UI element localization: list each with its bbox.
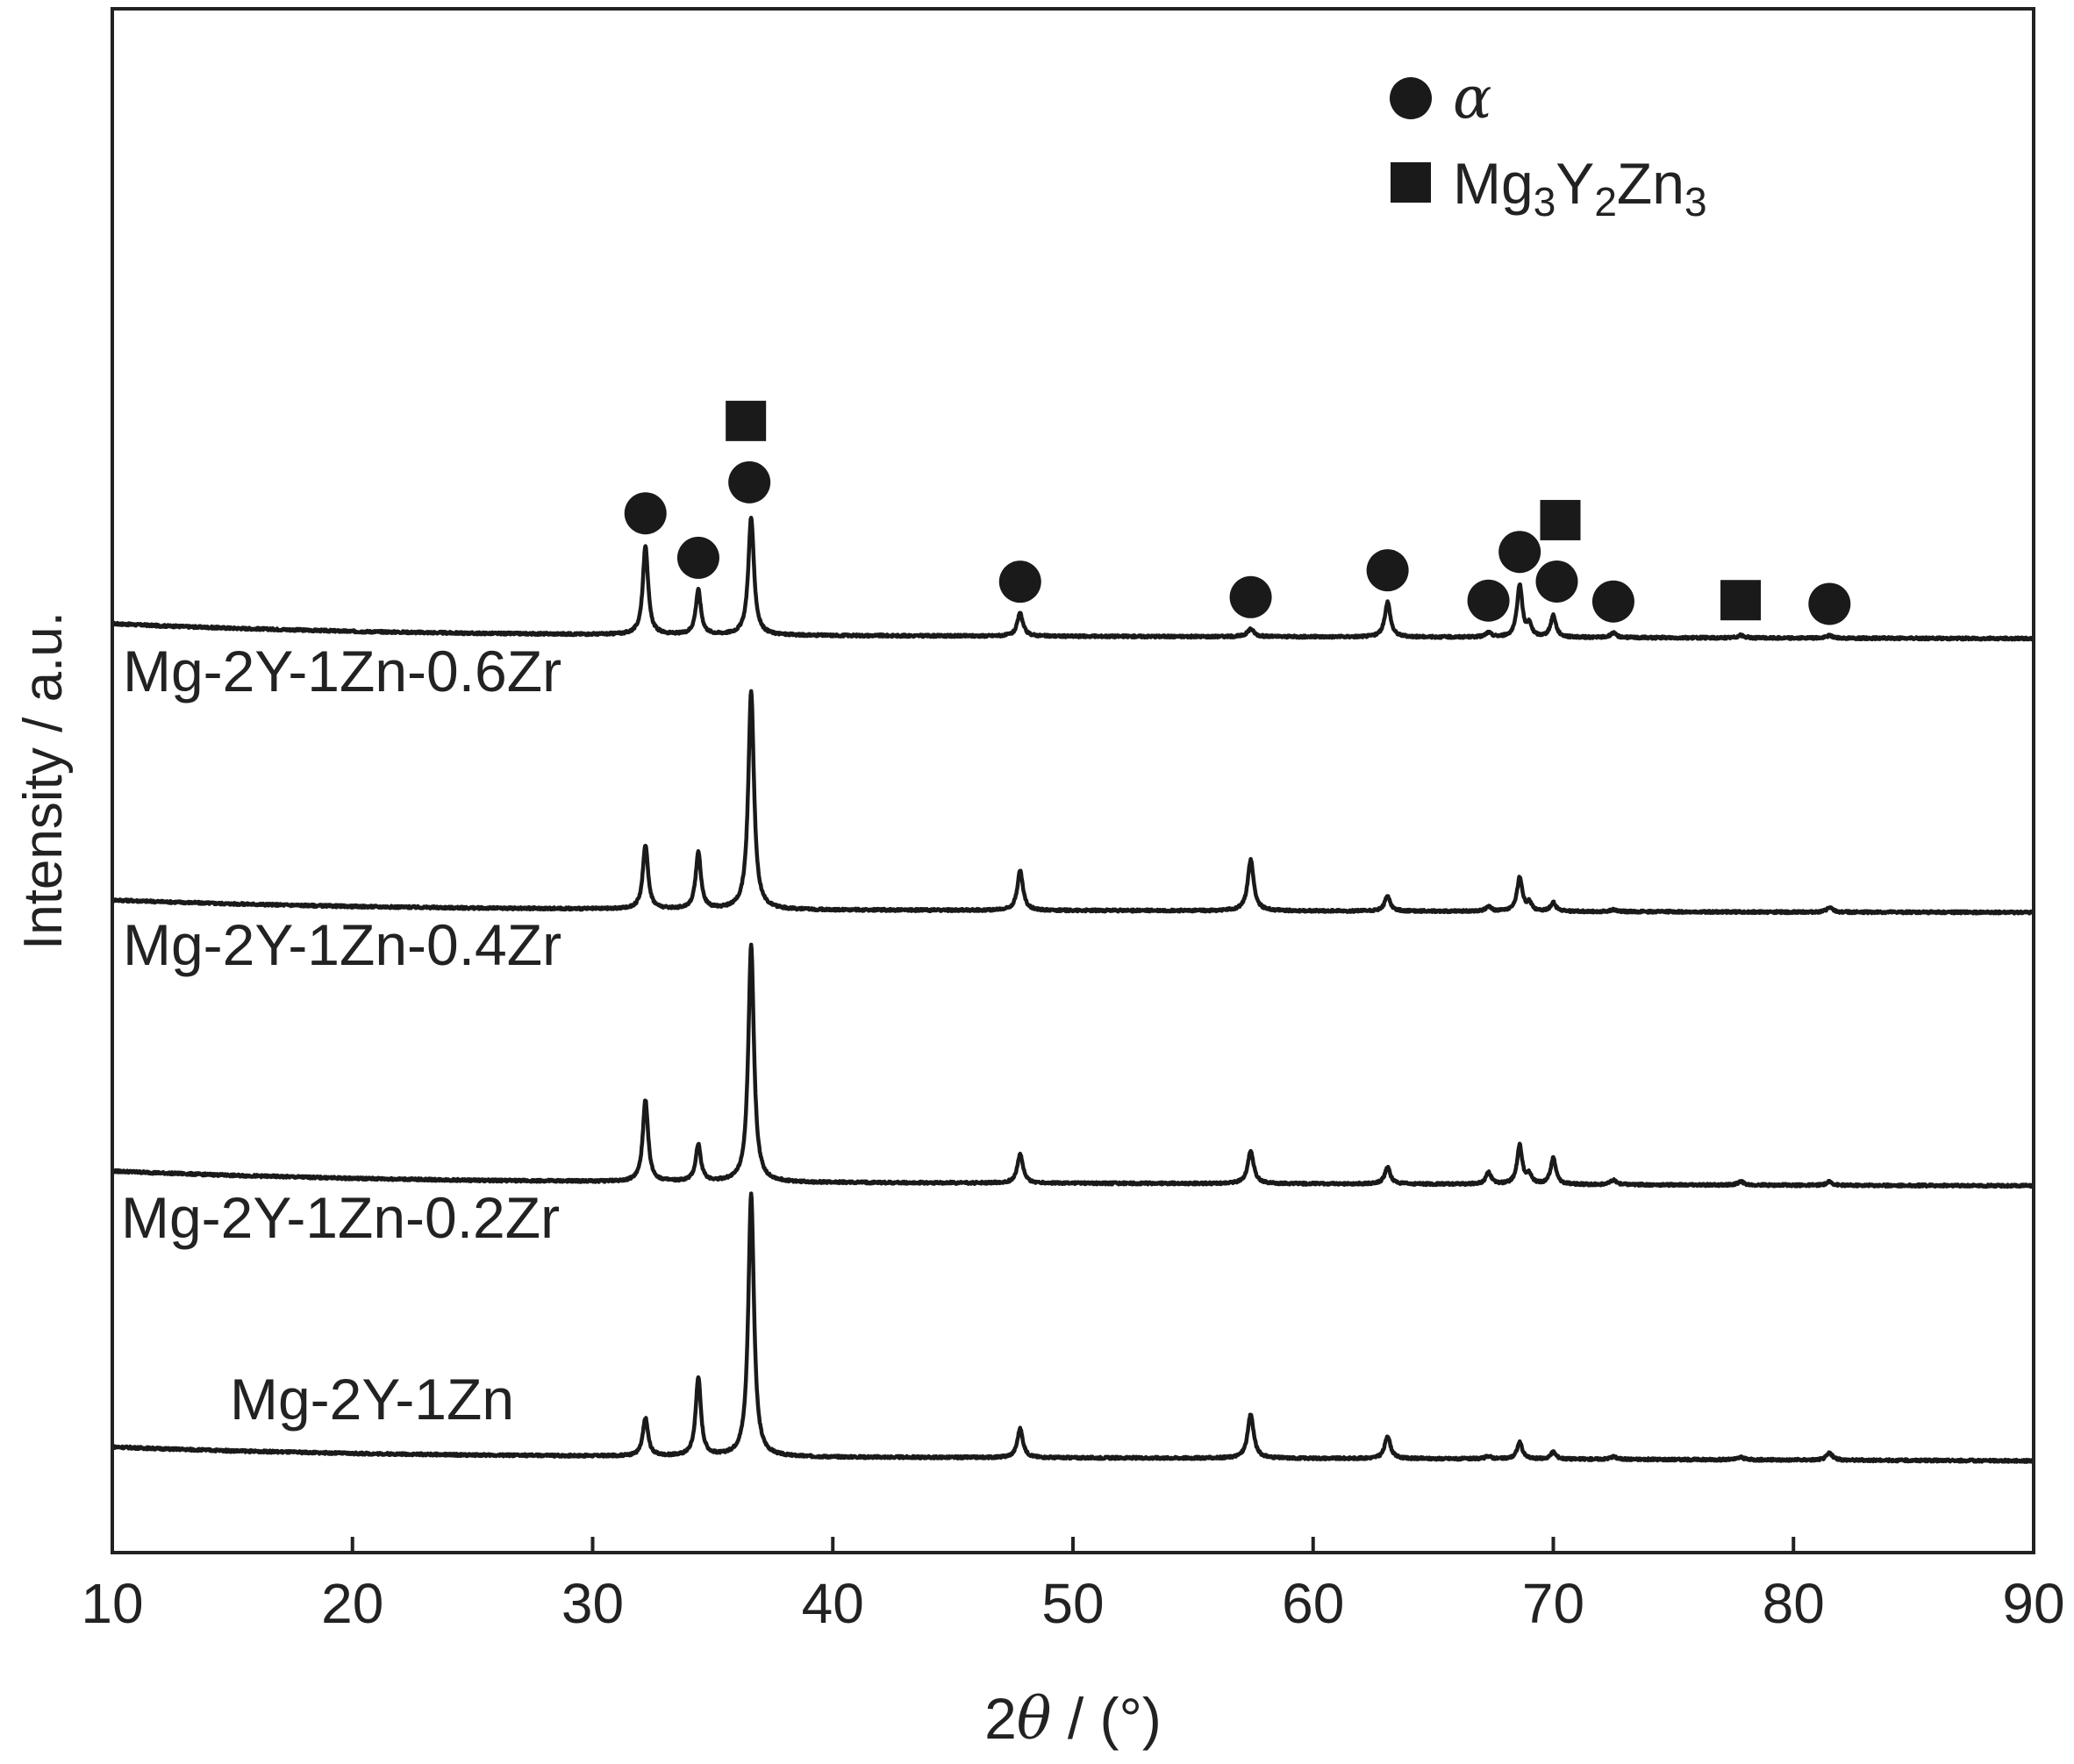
legend-mg3y2zn3-marker: [1391, 162, 1431, 203]
y-axis-label: Intensity / a.u.: [13, 611, 74, 950]
theta-symbol: θ: [1017, 1685, 1052, 1753]
alpha-mg-peak-marker: [1535, 560, 1578, 603]
alpha-mg-peak-marker: [624, 492, 667, 535]
legend-alpha-mg-marker: [1390, 77, 1432, 119]
series-label-2: Mg-2Y-1Zn-0.4Zr: [123, 912, 561, 977]
alpha-mg-peak-marker: [998, 561, 1041, 603]
series-label-1: Mg-2Y-1Zn-0.6Zr: [123, 639, 561, 703]
x-tick-label: 70: [1522, 1572, 1584, 1635]
alpha-mg-peak-marker: [1467, 579, 1510, 622]
legend: α Mg3Y2Zn3: [1390, 64, 1707, 225]
alpha-mg-peak-marker: [728, 461, 771, 503]
x-tick-label: 40: [802, 1572, 864, 1635]
x-axis: 10 20 30 40 50 60 70 80 90: [81, 1537, 2065, 1635]
alpha-mg-peak-marker: [676, 536, 719, 579]
x-tick-label: 90: [2002, 1572, 2064, 1635]
phase-markers: [624, 400, 1851, 625]
alpha-symbol: α: [1453, 64, 1492, 132]
alpha-mg-peak-marker: [1498, 531, 1541, 574]
series-line-2: [112, 689, 2034, 916]
alpha-mg-peak-marker: [1229, 575, 1272, 618]
x-axis-label: 2θ / (°): [984, 1685, 1162, 1753]
series-label-3: Mg-2Y-1Zn-0.2Zr: [121, 1185, 560, 1250]
x-tick-label: 50: [1041, 1572, 1104, 1635]
x-tick-label: 10: [81, 1572, 143, 1635]
x-axis-label-prefix: 2: [984, 1686, 1017, 1751]
series-line-4: [112, 1191, 2034, 1464]
x-tick-label: 80: [1763, 1572, 1825, 1635]
series-label-4: Mg-2Y-1Zn: [230, 1367, 514, 1432]
x-tick-label: 60: [1282, 1572, 1344, 1635]
alpha-mg-peak-marker: [1591, 580, 1634, 623]
legend-alpha-mg-label: α: [1453, 64, 1492, 132]
mg3y2zn3-peak-marker: [1720, 580, 1762, 621]
mg3y2zn3-peak-marker: [726, 400, 767, 441]
series-labels: Mg-2Y-1Zn-0.6Zr Mg-2Y-1Zn-0.4Zr Mg-2Y-1Zn-…: [121, 639, 561, 1432]
alpha-mg-peak-marker: [1366, 549, 1409, 592]
alpha-mg-peak-marker: [1808, 582, 1851, 625]
x-axis-label-suffix: / (°): [1052, 1686, 1162, 1751]
series-line-1: [112, 515, 2034, 642]
x-tick-label: 20: [321, 1572, 383, 1635]
mg3y2zn3-peak-marker: [1540, 499, 1581, 540]
legend-mg3y2zn3-label: Mg3Y2Zn3: [1453, 151, 1707, 225]
x-tick-label: 30: [561, 1572, 624, 1635]
series-line-3: [112, 942, 2034, 1189]
series-curves: [112, 515, 2034, 1464]
